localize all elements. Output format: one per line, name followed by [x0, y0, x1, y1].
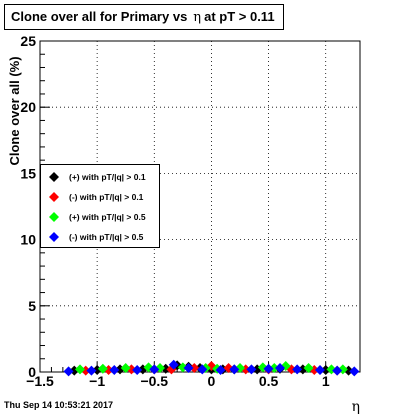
diamond-marker-icon: [49, 192, 59, 202]
x-axis-label: η: [352, 399, 360, 414]
data-point-series-3: [292, 364, 303, 375]
y-axis-label: Clone over all (%): [7, 56, 22, 165]
data-point-series-3: [197, 364, 208, 375]
y-tick-label: 25: [20, 33, 36, 49]
x-tick-label: 1: [322, 373, 330, 389]
legend-label: (+) with pT/|q| > 0.1: [69, 172, 146, 182]
x-tick-label: −1.5: [26, 373, 54, 389]
legend-entry-neg-05: (-) with pT/|q| > 0.5: [41, 227, 159, 247]
data-point-series-0: [320, 365, 331, 376]
data-point-series-3: [149, 364, 160, 375]
data-point-series-3: [263, 363, 274, 374]
data-point-series-3: [315, 365, 325, 376]
title-text-before: Clone over all for Primary vs: [11, 9, 188, 24]
y-tick-label: 5: [28, 298, 36, 314]
x-tick-label: −0.5: [140, 373, 168, 389]
legend-entry-pos-01: (+) with pT/|q| > 0.1: [41, 167, 159, 187]
legend-entry-pos-05: (+) with pT/|q| > 0.5: [41, 207, 159, 227]
data-point-series-3: [275, 363, 285, 374]
y-tick-label: 20: [20, 99, 36, 115]
data-point-series-2: [269, 363, 280, 374]
data-point-series-2: [75, 364, 85, 375]
data-point-series-3: [229, 364, 240, 375]
data-point-series-2: [120, 363, 131, 374]
diamond-marker-icon: [49, 172, 59, 182]
x-tick-label: 0: [208, 373, 216, 389]
data-point-series-1: [189, 363, 200, 374]
legend: (+) with pT/|q| > 0.1 (-) with pT/|q| > …: [40, 164, 160, 248]
legend-label: (-) with pT/|q| > 0.1: [69, 192, 144, 202]
data-point-series-3: [132, 365, 143, 376]
diamond-marker-icon: [49, 232, 59, 242]
timestamp: Thu Sep 14 10:53:21 2017: [4, 400, 114, 410]
data-point-series-3: [332, 365, 343, 376]
diamond-marker-icon: [49, 212, 59, 222]
data-point-series-3: [109, 365, 120, 376]
data-point-series-3: [183, 363, 194, 374]
legend-entry-neg-01: (-) with pT/|q| > 0.1: [41, 187, 159, 207]
title-text-after: at pT > 0.11: [204, 9, 275, 24]
y-tick-label: 15: [20, 165, 36, 181]
data-point-series-2: [177, 362, 188, 373]
y-tick-label: 10: [20, 232, 36, 248]
x-tick-label: −1: [89, 373, 105, 389]
y-tick-label: 0: [28, 364, 36, 380]
legend-label: (-) with pT/|q| > 0.5: [69, 232, 144, 242]
data-point-series-3: [246, 364, 257, 375]
data-point-series-2: [97, 363, 108, 374]
legend-label: (+) with pT/|q| > 0.5: [69, 212, 146, 222]
eta-symbol: η: [193, 10, 202, 25]
data-point-series-3: [168, 359, 179, 370]
grid: [40, 41, 360, 372]
data-point-series-3: [349, 366, 360, 377]
x-tick-label: 0.5: [259, 373, 279, 389]
data-point-series-3: [63, 366, 74, 377]
data-point-series-2: [303, 363, 314, 374]
data-point-series-0: [160, 363, 171, 374]
data-points: [63, 359, 360, 377]
data-point-series-3: [86, 365, 97, 376]
data-point-series-3: [215, 365, 226, 376]
chart-title: Clone over all for Primary vs η at pT > 0.…: [4, 4, 284, 30]
